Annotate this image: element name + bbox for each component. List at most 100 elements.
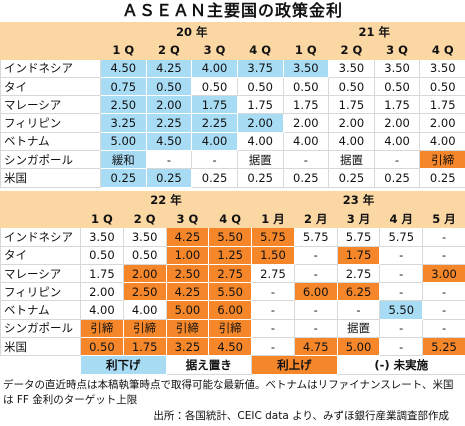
column-header: 3 Q: [191, 40, 238, 60]
rate-cell: 1.75: [80, 263, 124, 284]
rate-cell: 4.50: [100, 58, 147, 78]
rate-cell: -: [293, 318, 338, 339]
rate-cell: -: [293, 245, 338, 265]
rate-cell: 2.00: [419, 113, 465, 133]
rate-cell: 6.00: [208, 300, 253, 320]
rate-cell: 1.75: [328, 95, 375, 115]
corner: [0, 190, 81, 210]
column-header: 4 月: [379, 208, 424, 229]
country-label: シンガポール: [0, 150, 101, 170]
rate-cell: 2.25: [145, 113, 193, 133]
column-header: 1 Q: [282, 40, 330, 60]
group-header: 22 年: [79, 190, 253, 210]
country-label: マレーシア: [0, 263, 81, 284]
rate-cell: 5.75: [379, 227, 424, 247]
column-header: 3 Q: [165, 208, 210, 229]
rate-cell: 4.00: [236, 131, 284, 152]
country-label: シンガポール: [0, 318, 81, 339]
rate-cell: 2.00: [373, 113, 421, 133]
rate-cell: 5.25: [422, 337, 465, 357]
column-header: 4 Q: [236, 40, 284, 60]
rate-cell: 1.00: [165, 245, 210, 265]
rate-cell: -: [379, 245, 424, 265]
rate-cell: 6.25: [336, 282, 381, 302]
rate-cell: 4.00: [80, 300, 124, 320]
country-row: マレーシア 2.50 2.00 1.75 1.75 1.75 1.75 1.75 1.75: [0, 95, 465, 115]
rate-cell: 2.75: [336, 263, 381, 284]
rate-cell: 5.50: [379, 300, 424, 320]
rate-cell: 3.50: [373, 58, 421, 78]
rate-cell: 0.25: [373, 168, 421, 188]
country-row: ベトナム 5.00 4.50 4.00 4.00 4.00 4.00 4.00 4.00: [0, 131, 465, 152]
column-header: 5 月: [422, 208, 465, 229]
corner: [0, 21, 101, 42]
column-header: 3 月: [336, 208, 381, 229]
rate-cell: -: [379, 337, 424, 357]
rate-cell: 3.25: [165, 337, 210, 357]
rate-cell: -: [251, 318, 295, 339]
rate-cell: -: [336, 300, 381, 320]
rate-cell: 2.75: [208, 263, 253, 284]
rate-cell: -: [422, 282, 465, 302]
legend-item: (-) 未実施: [336, 355, 465, 375]
rate-cell: 4.25: [165, 282, 210, 302]
rate-cell: -: [379, 318, 424, 339]
column-header: 4 Q: [419, 40, 465, 60]
rate-cell: 5.75: [336, 227, 381, 247]
rate-cell: 1.75: [122, 337, 167, 357]
rate-cell: 2.00: [282, 113, 330, 133]
country-row: フィリピン 2.00 2.50 4.25 5.50-6.00 6.25- -: [0, 282, 465, 302]
rate-cell: 2.00: [80, 282, 124, 302]
group-header: 21 年: [282, 21, 465, 42]
rate-cell: 引締: [122, 318, 167, 339]
country-row: ベトナム 4.00 4.00 5.00 6.00- - -5.50-: [0, 300, 465, 320]
rate-cell: 3.00: [422, 263, 465, 284]
country-label: ベトナム: [0, 131, 101, 152]
column-header: 1 月: [251, 208, 295, 229]
rate-cell: 4.25: [145, 58, 193, 78]
source: 出所：各国統計、CEIC data より、みずほ銀行産業調査部作成: [153, 409, 449, 422]
rate-cell: 3.75: [236, 58, 284, 78]
country-row: シンガポール 引締 引締 引締 引締 - - 据置 - -: [0, 318, 465, 339]
country-label: ベトナム: [0, 300, 81, 320]
rate-cell: 据置: [328, 150, 375, 170]
rate-cell: 5.50: [208, 282, 253, 302]
rate-cell: 0.50: [282, 76, 330, 97]
rate-cell: 0.50: [122, 245, 167, 265]
notes: データの直近時点は本稿執筆時点で取得可能な最新値。ベトナムはリファイナンスレート…: [0, 375, 465, 408]
column-header: 2 Q: [328, 40, 375, 60]
country-row: インドネシア 4.50 4.25 4.00 3.75 3.50 3.50 3.50 3.50: [0, 58, 465, 78]
corner: [0, 40, 101, 60]
rate-cell: 0.25: [419, 168, 465, 188]
rate-cell: 2.00: [122, 263, 167, 284]
rate-cell: 0.50: [145, 76, 193, 97]
rate-cell: 4.50: [145, 131, 193, 152]
rate-cell: -: [145, 150, 193, 170]
legend-item: 据え置き: [165, 355, 253, 375]
column-header: 1 Q: [80, 208, 124, 229]
column-header: 2 Q: [145, 40, 193, 60]
rate-cell: 3.50: [282, 58, 330, 78]
rate-cell: 1.75: [236, 95, 284, 115]
rate-cell: 0.25: [100, 168, 147, 188]
rate-cell: 2.00: [328, 113, 375, 133]
column-header: 1 Q: [100, 40, 147, 60]
rate-cell: 5.00: [336, 337, 381, 357]
rate-cell: 0.50: [328, 76, 375, 97]
rate-cell: 2.75: [251, 263, 295, 284]
rate-cell: 5.50: [208, 227, 253, 247]
rate-cell: -: [251, 337, 295, 357]
rate-cell: 1.75: [336, 245, 381, 265]
country-label: タイ: [0, 76, 101, 97]
rate-cell: 6.00: [293, 282, 338, 302]
country-label: マレーシア: [0, 95, 101, 115]
group-header: 20 年: [100, 21, 284, 42]
rate-cell: 5.75: [251, 227, 295, 247]
column-header: 2 Q: [122, 208, 167, 229]
rate-cell: 1.25: [208, 245, 253, 265]
country-label: 米国: [0, 168, 101, 188]
rate-cell: 0.25: [328, 168, 375, 188]
country-label: タイ: [0, 245, 81, 265]
